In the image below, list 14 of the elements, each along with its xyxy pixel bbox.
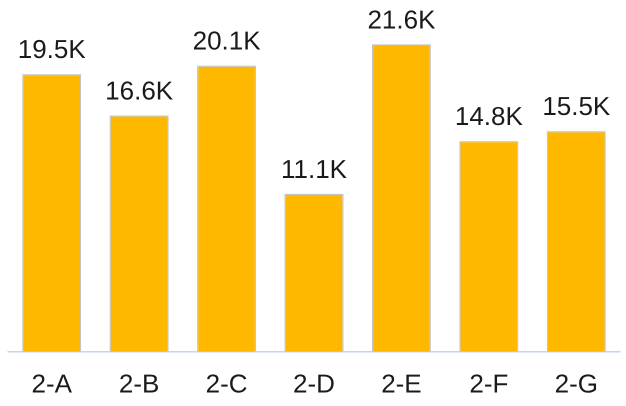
x-tick-label: 2-E (381, 368, 422, 399)
x-tick-label: 2-A (31, 368, 73, 399)
x-tick-label: 2-C (206, 368, 248, 399)
data-label: 14.8K (454, 101, 524, 132)
data-label: 21.6K (367, 4, 436, 34)
x-tick-label: 2-G (554, 368, 598, 399)
data-label: 19.5K (18, 34, 86, 64)
x-tick-label: 2-F (469, 368, 508, 399)
data-label: 11.1K (280, 154, 348, 184)
x-tick-label: 2-D (293, 368, 335, 399)
data-label: 20.1K (192, 26, 262, 56)
x-tick-label: 2-B (118, 368, 160, 399)
data-label: 15.5K (542, 91, 611, 122)
data-label: 16.6K (105, 75, 174, 106)
